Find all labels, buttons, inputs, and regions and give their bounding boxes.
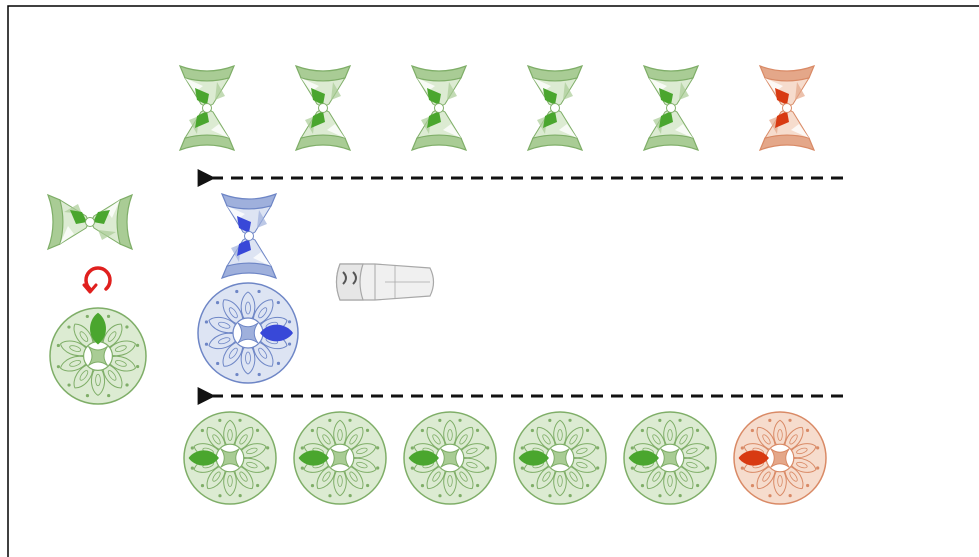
bottom-row-discs bbox=[183, 411, 827, 505]
top-row-dots bbox=[178, 64, 816, 152]
middle-disc bbox=[197, 282, 299, 384]
bottom-disc-3 bbox=[403, 411, 497, 505]
bottom-disc-1 bbox=[183, 411, 277, 505]
left-group bbox=[46, 193, 147, 405]
left-dot bbox=[46, 193, 134, 251]
top-dot-5 bbox=[642, 64, 700, 152]
ghost-figure bbox=[335, 263, 435, 301]
top-dot-6 bbox=[758, 64, 816, 152]
counterclockwise-rotation-icon bbox=[82, 266, 112, 294]
top-dot-1 bbox=[178, 64, 236, 152]
bottom-disc-4 bbox=[513, 411, 607, 505]
bottom-disc-6 bbox=[733, 411, 827, 505]
top-dot-3 bbox=[410, 64, 468, 152]
bottom-disc-2 bbox=[293, 411, 387, 505]
top-dot-2 bbox=[294, 64, 352, 152]
bottom-disc-5 bbox=[623, 411, 717, 505]
left-disc bbox=[49, 307, 147, 405]
middle-group bbox=[197, 192, 299, 384]
top-dot-4 bbox=[526, 64, 584, 152]
middle-dot bbox=[220, 192, 278, 280]
